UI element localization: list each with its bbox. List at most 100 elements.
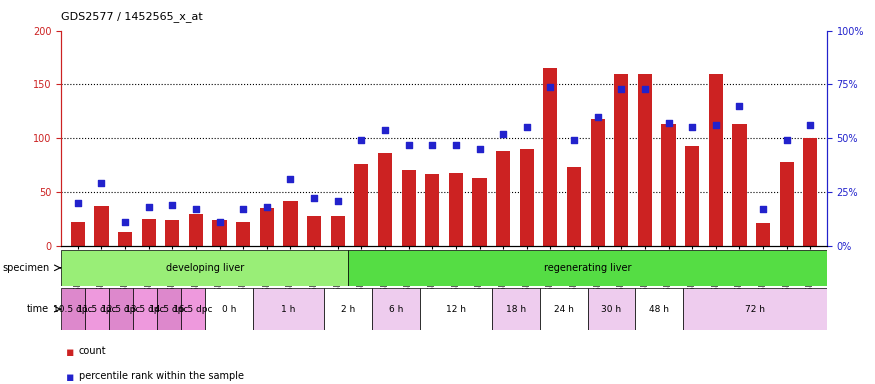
Point (354, 137, 368, 144)
Text: ▪: ▪ (66, 371, 74, 384)
Bar (543, 68, 557, 246)
Point (378, 127, 392, 133)
Text: 16.5 dpc: 16.5 dpc (173, 305, 213, 314)
Point (614, 86, 628, 92)
Point (732, 103, 746, 109)
Bar (402, 170, 416, 246)
Bar (165, 220, 179, 246)
Text: 18 h: 18 h (506, 305, 526, 314)
Text: 24 h: 24 h (554, 305, 574, 314)
FancyBboxPatch shape (109, 288, 133, 330)
FancyBboxPatch shape (85, 288, 109, 330)
Bar (142, 219, 156, 246)
Text: 12.5 dpc: 12.5 dpc (102, 305, 141, 314)
Bar (496, 151, 510, 246)
Point (307, 195, 321, 202)
Bar (638, 74, 652, 246)
Point (449, 142, 463, 148)
FancyBboxPatch shape (683, 288, 827, 330)
Point (780, 137, 794, 144)
Bar (236, 222, 250, 246)
FancyBboxPatch shape (348, 250, 827, 286)
Bar (591, 119, 605, 246)
FancyBboxPatch shape (61, 250, 348, 286)
Point (638, 86, 652, 92)
Bar (425, 174, 439, 246)
Text: 6 h: 6 h (389, 305, 403, 314)
FancyBboxPatch shape (181, 288, 205, 330)
Point (71, 200, 85, 206)
Point (756, 206, 770, 212)
Bar (331, 216, 345, 246)
Text: 2 h: 2 h (341, 305, 355, 314)
FancyBboxPatch shape (540, 288, 588, 330)
Bar (189, 214, 203, 246)
Bar (732, 124, 746, 246)
Bar (473, 178, 487, 246)
Point (496, 131, 510, 137)
Point (94, 180, 108, 187)
Text: ▪: ▪ (66, 346, 74, 359)
Point (709, 122, 723, 128)
Point (331, 197, 345, 204)
Bar (260, 208, 274, 246)
Bar (449, 173, 463, 246)
Text: count: count (79, 346, 107, 356)
FancyBboxPatch shape (205, 288, 253, 330)
Point (236, 206, 250, 212)
Point (803, 122, 817, 128)
Bar (803, 138, 817, 246)
Point (142, 204, 156, 210)
Bar (94, 206, 108, 246)
Text: 1 h: 1 h (282, 305, 296, 314)
FancyBboxPatch shape (253, 288, 325, 330)
Bar (756, 223, 770, 246)
FancyBboxPatch shape (157, 288, 181, 330)
Text: GDS2577 / 1452565_x_at: GDS2577 / 1452565_x_at (61, 12, 203, 22)
Point (165, 202, 179, 208)
Text: 0 h: 0 h (221, 305, 236, 314)
Bar (685, 146, 699, 246)
FancyBboxPatch shape (61, 288, 85, 330)
Text: 10.5 dpc: 10.5 dpc (53, 305, 93, 314)
Text: percentile rank within the sample: percentile rank within the sample (79, 371, 244, 381)
Point (520, 124, 534, 131)
Bar (520, 149, 534, 246)
Text: 11.5 dpc: 11.5 dpc (77, 305, 117, 314)
Bar (118, 232, 132, 246)
Point (260, 204, 274, 210)
Point (685, 124, 699, 131)
Text: developing liver: developing liver (165, 263, 244, 273)
Bar (567, 167, 581, 246)
FancyBboxPatch shape (325, 288, 372, 330)
Point (189, 206, 203, 212)
FancyBboxPatch shape (635, 288, 683, 330)
Text: 13.5 dpc: 13.5 dpc (125, 305, 164, 314)
Bar (378, 153, 392, 246)
Text: 72 h: 72 h (746, 305, 765, 314)
Text: time: time (27, 304, 49, 314)
Bar (284, 200, 298, 246)
Point (473, 146, 487, 152)
Bar (307, 216, 321, 246)
FancyBboxPatch shape (133, 288, 157, 330)
Bar (354, 164, 368, 246)
FancyBboxPatch shape (372, 288, 420, 330)
Bar (614, 74, 628, 246)
Point (591, 114, 605, 120)
Point (213, 219, 227, 225)
Bar (71, 222, 85, 246)
Point (543, 84, 557, 90)
Point (118, 219, 132, 225)
Text: specimen: specimen (2, 263, 49, 273)
FancyBboxPatch shape (492, 288, 540, 330)
Text: 14.5 dpc: 14.5 dpc (150, 305, 189, 314)
Text: 48 h: 48 h (649, 305, 669, 314)
Text: 12 h: 12 h (446, 305, 466, 314)
Text: regenerating liver: regenerating liver (544, 263, 632, 273)
Bar (662, 124, 676, 246)
Point (284, 176, 298, 182)
Point (402, 142, 416, 148)
Bar (213, 220, 227, 246)
Bar (709, 74, 723, 246)
